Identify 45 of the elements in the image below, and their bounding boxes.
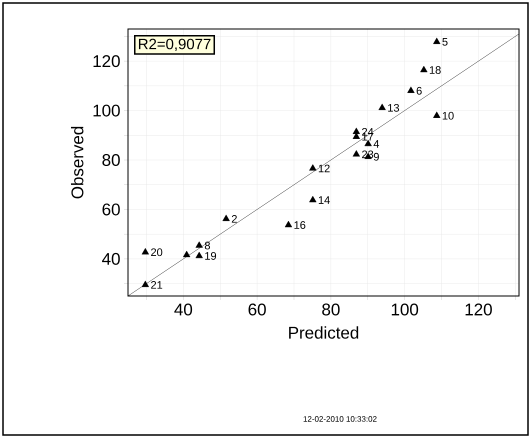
- x-tick-label: 120: [466, 303, 492, 316]
- x-tick-label: 80: [322, 303, 340, 316]
- y-tick-label: 120: [94, 55, 120, 68]
- y-tick-label: 40: [102, 252, 120, 265]
- annotation: 16: [294, 221, 306, 229]
- annotation: 20: [151, 248, 162, 256]
- annotation: 6: [416, 86, 422, 95]
- y-tick-label: 60: [102, 203, 120, 216]
- annotation: 21: [151, 281, 162, 289]
- annotation: 18: [430, 66, 441, 74]
- x-tick-label: 100: [392, 303, 418, 316]
- point: [378, 104, 386, 110]
- point: [284, 220, 292, 228]
- y-axis-title: Observed: [70, 126, 84, 198]
- annotation: 5: [442, 38, 448, 46]
- point: [222, 214, 230, 222]
- point: [309, 196, 316, 202]
- point: [196, 252, 203, 258]
- point: [183, 250, 190, 258]
- annotation: 12: [318, 164, 330, 172]
- point: [142, 280, 149, 288]
- x-tick-label: 60: [248, 303, 266, 316]
- annotation: 2: [232, 215, 237, 223]
- x-tick-label: 40: [174, 303, 192, 316]
- annotation: 10: [442, 112, 454, 120]
- annotation: 8: [204, 242, 210, 250]
- point: [407, 86, 415, 93]
- annotation: 19: [205, 252, 216, 260]
- point: [420, 66, 428, 72]
- point: [352, 150, 360, 157]
- point: [196, 241, 203, 248]
- point: [352, 132, 360, 139]
- y-tick-label: 100: [94, 104, 120, 117]
- annotation: R2=0,9077: [138, 38, 211, 52]
- annotation: 4: [374, 140, 380, 148]
- x-axis-title: Predicted: [289, 326, 358, 339]
- point: [142, 248, 149, 254]
- annotation: 14: [318, 196, 330, 204]
- y-tick-label: 80: [102, 154, 120, 166]
- point: [433, 38, 440, 44]
- annotation: 13: [388, 104, 400, 112]
- annotation: 9: [374, 152, 379, 161]
- point: [352, 128, 360, 134]
- point: [309, 164, 316, 171]
- point: [433, 112, 440, 118]
